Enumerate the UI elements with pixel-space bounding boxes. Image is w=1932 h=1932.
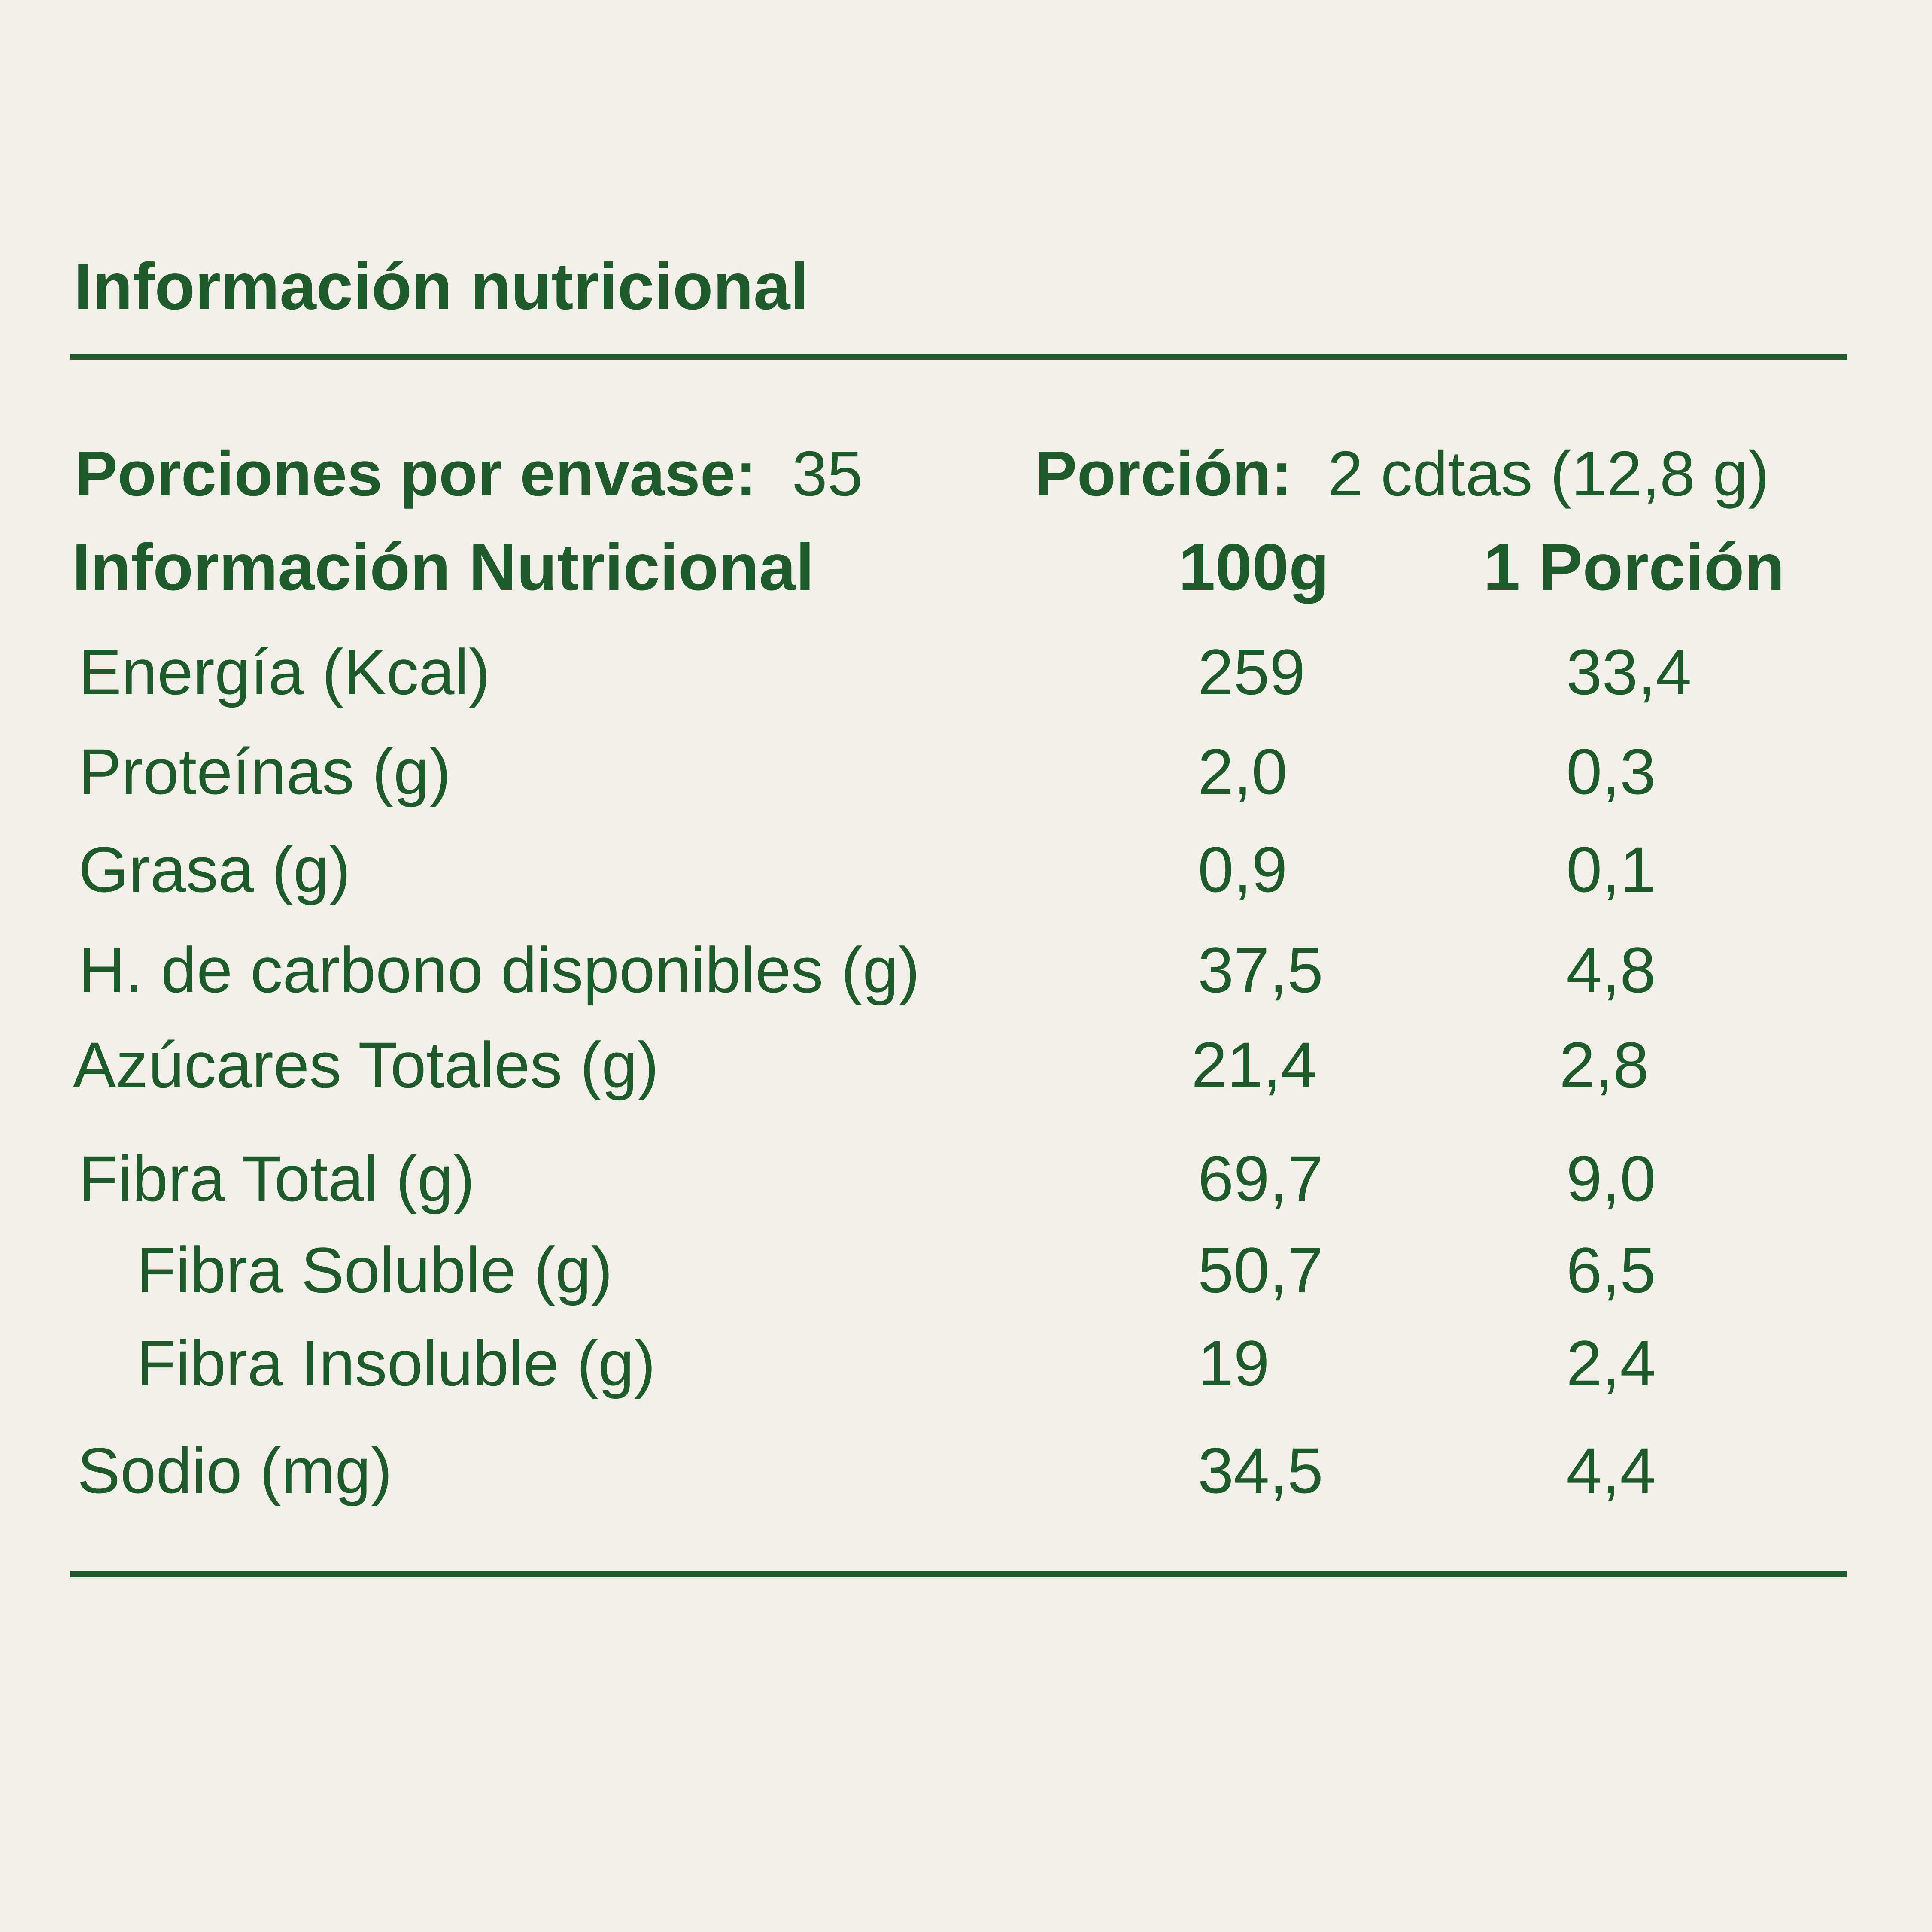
nutrient-value-fat-100g: 0,9 <box>1198 833 1288 905</box>
nutrient-value-sugars-portion: 2,8 <box>1559 1029 1649 1101</box>
nutrient-value-energy-portion: 33,4 <box>1566 636 1692 708</box>
nutrient-value-carbohydrates-portion: 4,8 <box>1566 934 1656 1006</box>
nutrient-label-sugars: Azúcares Totales (g) <box>73 1029 659 1101</box>
nutrient-label-fiber-soluble: Fibra Soluble (g) <box>137 1234 613 1306</box>
nutrient-value-fiber-soluble-portion: 6,5 <box>1566 1234 1656 1306</box>
nutrient-value-fiber-total-100g: 69,7 <box>1198 1142 1323 1215</box>
nutrient-value-fiber-soluble-100g: 50,7 <box>1198 1234 1323 1306</box>
servings-per-package-label: Porciones por envase: <box>75 438 757 509</box>
nutrient-value-fiber-total-portion: 9,0 <box>1566 1142 1656 1215</box>
nutrient-value-carbohydrates-100g: 37,5 <box>1198 934 1323 1006</box>
nutrient-value-fiber-insoluble-100g: 19 <box>1198 1327 1270 1399</box>
nutrient-label-fat: Grasa (g) <box>79 833 351 905</box>
nutrient-label-sodium: Sodio (mg) <box>77 1434 392 1507</box>
servings-per-package-value: 35 <box>792 438 863 509</box>
column-header-per-portion: 1 Porción <box>1483 530 1785 604</box>
portion-value: 2 cdtas (12,8 g) <box>1327 438 1769 509</box>
nutrient-value-protein-100g: 2,0 <box>1198 735 1288 808</box>
portion-size: Porción: 2 cdtas (12,8 g) <box>1035 442 1769 506</box>
nutrient-value-protein-portion: 0,3 <box>1566 735 1656 808</box>
nutrient-label-protein: Proteínas (g) <box>79 735 451 808</box>
portion-label: Porción: <box>1035 438 1293 509</box>
nutrient-label-fiber-insoluble: Fibra Insoluble (g) <box>137 1327 656 1399</box>
nutrient-value-sodium-100g: 34,5 <box>1198 1434 1323 1507</box>
bottom-divider <box>70 1571 1847 1577</box>
page-title: Información nutricional <box>74 249 809 323</box>
nutrient-value-fiber-insoluble-portion: 2,4 <box>1566 1327 1656 1399</box>
nutrient-label-energy: Energía (Kcal) <box>79 636 490 708</box>
nutrient-value-energy-100g: 259 <box>1198 636 1306 708</box>
top-divider <box>70 354 1847 360</box>
servings-per-package: Porciones por envase: 35 <box>75 442 863 506</box>
nutrient-value-sodium-portion: 4,4 <box>1566 1434 1656 1507</box>
nutrient-label-carbohydrates: H. de carbono disponibles (g) <box>79 934 920 1006</box>
nutrient-value-sugars-100g: 21,4 <box>1191 1029 1317 1101</box>
column-header-per-100g: 100g <box>1179 530 1330 604</box>
column-header-nutrient: Información Nutricional <box>72 530 814 604</box>
nutrient-value-fat-portion: 0,1 <box>1566 833 1656 905</box>
nutrient-label-fiber-total: Fibra Total (g) <box>79 1142 475 1215</box>
